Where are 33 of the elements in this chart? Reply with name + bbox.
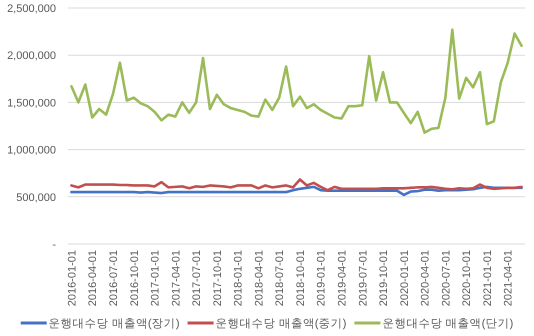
x-tick-label: 2020-04-01 [420, 250, 432, 306]
x-tick-label: 2019-04-01 [336, 250, 349, 306]
x-tick-label: 2016-04-01 [87, 250, 100, 306]
x-tick-label: 2018-04-01 [253, 250, 266, 306]
x-tick-label: 2020-07-01 [440, 250, 452, 306]
y-tick-label: 1,000,000 [7, 144, 56, 157]
x-tick-label: 2016-10-01 [128, 250, 141, 306]
legend-label: 운행대수당 매출액(단기) [382, 317, 514, 330]
y-tick-label: - [52, 239, 56, 251]
x-tick-label: 2020-10-01 [461, 250, 474, 306]
line-series [70, 178, 523, 192]
legend-label: 운행대수당 매출액(중기) [216, 317, 347, 330]
x-tick-label: 2019-07-01 [357, 250, 370, 306]
line-series [70, 28, 523, 134]
y-tick-label: 2,500,000 [7, 3, 56, 15]
y-tick-label: 500,000 [16, 192, 56, 204]
x-tick-label: 2019-01-01 [316, 250, 328, 306]
x-tick-label: 2018-10-01 [294, 250, 307, 306]
x-tick-label: 2018-01-01 [232, 250, 245, 306]
x-tick-label: 2018-07-01 [274, 250, 286, 306]
x-tick-label: 2021-01-01 [482, 250, 494, 306]
legend-label: 운행대수당 매출액(장기) [48, 317, 180, 330]
x-tick-label: 2021-04-01 [502, 250, 515, 306]
x-tick-label: 2016-07-01 [108, 250, 120, 306]
x-tick-label: 2019-10-01 [378, 250, 390, 306]
x-tick-label: 2017-04-01 [170, 250, 182, 306]
x-tick-label: 2017-07-01 [191, 250, 204, 306]
y-tick-label: 1,500,000 [7, 97, 56, 110]
y-tick-label: 2,000,000 [7, 50, 56, 62]
x-tick-label: 2016-01-01 [66, 250, 78, 306]
x-tick-label: 2017-10-01 [212, 250, 224, 306]
x-tick-label: 2017-01-01 [150, 250, 162, 306]
x-tick-label: 2020-01-01 [398, 250, 411, 306]
